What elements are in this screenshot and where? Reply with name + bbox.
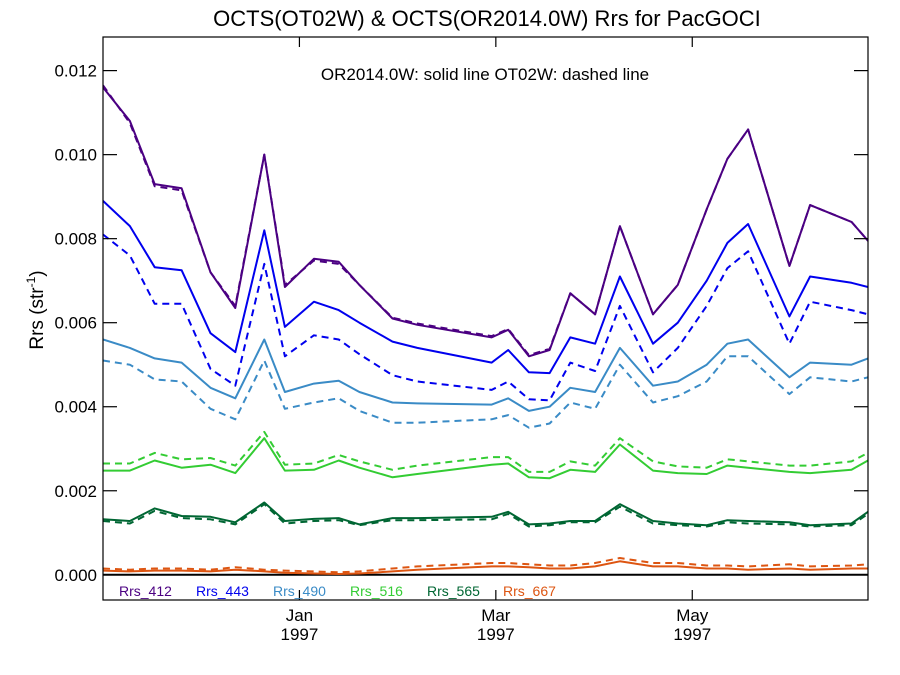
y-tick-label: 0.006 bbox=[54, 314, 97, 333]
chart-title: OCTS(OT02W) & OCTS(OR2014.0W) Rrs for Pa… bbox=[213, 6, 761, 31]
plot-frame bbox=[102, 36, 869, 601]
series-line-rrs-490-solid bbox=[103, 338, 868, 412]
x-tick-label-year: 1997 bbox=[477, 625, 515, 644]
legend-entry-rrs-667: Rrs_667 bbox=[503, 583, 556, 599]
y-axis-label-main: Rrs (str bbox=[27, 287, 48, 350]
series-line-rrs-565-dashed bbox=[103, 503, 868, 528]
series-line-rrs-443-dashed bbox=[103, 233, 868, 402]
legend-entry-rrs-443: Rrs_443 bbox=[196, 583, 249, 599]
legend-entry-rrs-516: Rrs_516 bbox=[350, 583, 403, 599]
legend-entry-rrs-412: Rrs_412 bbox=[119, 583, 172, 599]
chart-annotation: OR2014.0W: solid line OT02W: dashed line bbox=[321, 65, 649, 84]
x-tick-label-year: 1997 bbox=[281, 625, 319, 644]
y-tick-label: 0.002 bbox=[54, 482, 97, 501]
y-tick-label: 0.008 bbox=[54, 230, 97, 249]
series-line-rrs-412-solid bbox=[103, 86, 868, 358]
y-tick-label: 0.010 bbox=[54, 146, 97, 165]
legend-entry-rrs-490: Rrs_490 bbox=[273, 583, 326, 599]
series-line-rrs-490-dashed bbox=[103, 355, 868, 429]
y-axis-label: Rrs (str-1) bbox=[24, 270, 48, 349]
x-tick-label-year: 1997 bbox=[673, 625, 711, 644]
legend: Rrs_412 Rrs_443 Rrs_490 Rrs_516 Rrs_565 Rrs_6… bbox=[119, 583, 556, 599]
series-line-rrs-516-dashed bbox=[103, 430, 868, 473]
y-axis-label-close: ) bbox=[27, 270, 48, 276]
axes: 0.0000.0020.0040.0060.0080.0100.012Jan19… bbox=[54, 36, 869, 644]
x-tick-label-month: Jan bbox=[286, 606, 313, 625]
y-tick-label: 0.004 bbox=[54, 398, 97, 417]
series-line-rrs-565-solid bbox=[103, 501, 868, 527]
series-line-rrs-412-dashed bbox=[103, 84, 868, 357]
plot-area bbox=[103, 84, 868, 576]
y-axis-label-sup: -1 bbox=[24, 276, 38, 287]
x-tick-label-month: May bbox=[676, 606, 709, 625]
legend-entry-rrs-565: Rrs_565 bbox=[427, 583, 480, 599]
series-line-rrs-516-solid bbox=[103, 437, 868, 480]
series-line-rrs-443-solid bbox=[103, 200, 868, 375]
series-line-rrs-667-dashed bbox=[103, 557, 868, 574]
y-tick-label: 0.000 bbox=[54, 566, 97, 585]
x-tick-label-month: Mar bbox=[481, 606, 511, 625]
series-line-rrs-667-solid bbox=[103, 560, 868, 575]
y-tick-label: 0.012 bbox=[54, 62, 97, 81]
